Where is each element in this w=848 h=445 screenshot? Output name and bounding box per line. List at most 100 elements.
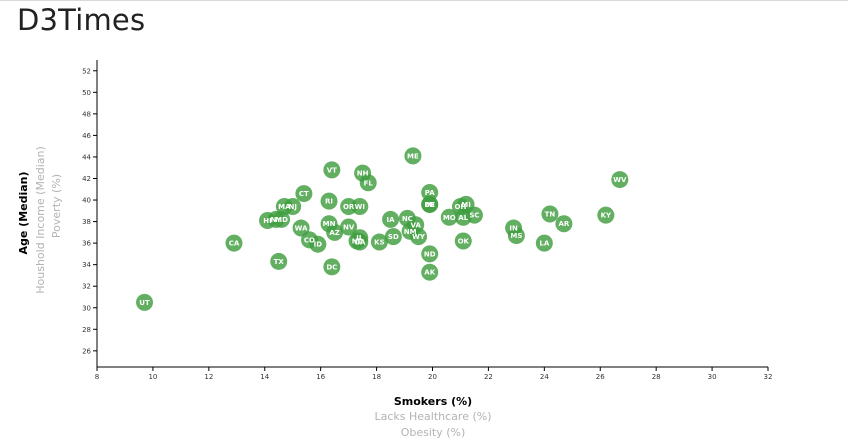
state-point-md[interactable] <box>273 210 291 228</box>
state-point-dc[interactable] <box>323 258 341 276</box>
state-label-ne: NE <box>352 237 363 245</box>
y-tick-label: 32 <box>82 283 91 291</box>
state-label-al: AL <box>458 214 468 222</box>
state-point-la[interactable] <box>535 234 553 252</box>
state-point-wy[interactable] <box>410 228 428 246</box>
state-point-ks[interactable] <box>370 233 388 251</box>
x-tick-label: 26 <box>596 373 605 381</box>
state-point-ok[interactable] <box>454 232 472 250</box>
state-label-tx: TX <box>274 258 285 266</box>
y-tick-label: 30 <box>82 304 91 312</box>
state-point-me[interactable] <box>404 147 422 165</box>
state-point-ca[interactable] <box>225 234 243 252</box>
state-point-ak[interactable] <box>421 263 439 281</box>
state-point-ar[interactable] <box>555 215 573 233</box>
state-label-ri: RI <box>325 198 333 206</box>
state-label-ky: KY <box>601 212 612 220</box>
state-point-tn[interactable] <box>541 205 559 223</box>
state-point-ky[interactable] <box>597 206 615 224</box>
state-label-md: MD <box>275 216 288 224</box>
state-point-sc[interactable] <box>465 206 483 224</box>
state-label-oh: OH <box>455 203 467 211</box>
y-tick-label: 34 <box>82 261 91 269</box>
y-axis-title-age[interactable]: Age (Median) <box>17 171 30 254</box>
state-point-ri[interactable] <box>320 192 338 210</box>
x-tick-label: 32 <box>764 373 773 381</box>
x-axis-title-lacks-healthcare[interactable]: Lacks Healthcare (%) <box>374 410 491 423</box>
state-label-ak: AK <box>424 269 435 277</box>
state-label-or: OR <box>343 203 355 211</box>
y-axis-title-poverty[interactable]: Poverty (%) <box>50 174 63 238</box>
state-point-ut[interactable] <box>136 293 154 311</box>
state-point-pa[interactable] <box>421 183 439 201</box>
state-label-ms: MS <box>510 232 522 240</box>
x-tick-label: 16 <box>316 373 325 381</box>
y-tick-label: 40 <box>82 197 91 205</box>
state-point-mo[interactable] <box>440 208 458 226</box>
state-point-wa[interactable] <box>292 219 310 237</box>
state-point-az[interactable] <box>326 223 344 241</box>
x-axis-title-obesity[interactable]: Obesity (%) <box>401 426 466 439</box>
state-label-id: ID <box>314 241 323 249</box>
state-label-tn: TN <box>545 211 556 219</box>
state-label-vt: VT <box>327 166 337 174</box>
y-tick-label: 48 <box>82 110 91 118</box>
state-point-de[interactable] <box>421 195 439 213</box>
state-point-vt[interactable] <box>323 161 341 179</box>
state-point-nd[interactable] <box>421 245 439 263</box>
state-label-ma: MA <box>278 203 291 211</box>
state-label-ks: KS <box>374 239 384 247</box>
state-point-sd[interactable] <box>384 228 402 246</box>
x-tick-label: 20 <box>428 373 437 381</box>
state-label-va: VA <box>411 221 422 229</box>
y-tick-label: 42 <box>82 175 91 183</box>
state-label-de: DE <box>424 201 435 209</box>
y-tick-label: 44 <box>82 153 91 161</box>
x-tick-label: 18 <box>372 373 381 381</box>
top-divider <box>0 0 848 1</box>
state-point-id[interactable] <box>309 235 327 253</box>
state-point-wv[interactable] <box>611 171 629 189</box>
y-tick-label: 26 <box>82 347 91 355</box>
state-label-dc: DC <box>326 263 337 271</box>
state-point-fl[interactable] <box>359 174 377 192</box>
state-point-tx[interactable] <box>270 252 288 270</box>
x-tick-label: 28 <box>652 373 661 381</box>
state-label-ga: GA <box>354 239 366 247</box>
y-tick-label: 46 <box>82 132 91 140</box>
state-point-ct[interactable] <box>295 185 313 203</box>
state-label-co: CO <box>304 236 315 244</box>
x-tick-label: 14 <box>260 373 269 381</box>
state-label-nd: ND <box>424 250 436 258</box>
state-label-wi: WI <box>355 203 365 211</box>
y-tick-label: 36 <box>82 240 91 248</box>
state-label-mn: MN <box>323 220 336 228</box>
y-tick-label: 28 <box>82 326 91 334</box>
y-tick-label: 38 <box>82 218 91 226</box>
state-point-ga[interactable] <box>351 233 369 251</box>
state-label-nc: NC <box>402 215 413 223</box>
state-point-ms[interactable] <box>507 227 525 245</box>
x-axis: 8 10 12 14 16 18 20 22 24 26 28 30 32 <box>95 366 773 381</box>
state-label-pa: PA <box>425 189 435 197</box>
state-point-nj[interactable] <box>284 197 302 215</box>
x-axis-title-smokers[interactable]: Smokers (%) <box>394 395 472 408</box>
state-label-mi: MI <box>461 201 471 209</box>
y-axis-title-household-income[interactable]: Houshold Income (Median) <box>34 146 47 294</box>
state-label-ar: AR <box>558 220 569 228</box>
site-title: D3Times <box>17 3 146 37</box>
state-label-ok: OK <box>458 237 470 245</box>
state-point-wi[interactable] <box>351 197 369 215</box>
state-label-me: ME <box>407 152 419 160</box>
state-label-nm: NM <box>404 228 417 236</box>
x-tick-label: 30 <box>708 373 717 381</box>
state-label-wy: WY <box>412 233 426 241</box>
state-point-nv[interactable] <box>340 218 358 236</box>
state-label-wa: WA <box>295 225 308 233</box>
state-label-hi: HI <box>263 217 271 225</box>
state-label-ct: CT <box>299 190 309 198</box>
state-point-ia[interactable] <box>382 210 400 228</box>
y-axis: 26 28 30 32 34 36 38 40 42 44 46 48 50 52 <box>82 60 98 367</box>
